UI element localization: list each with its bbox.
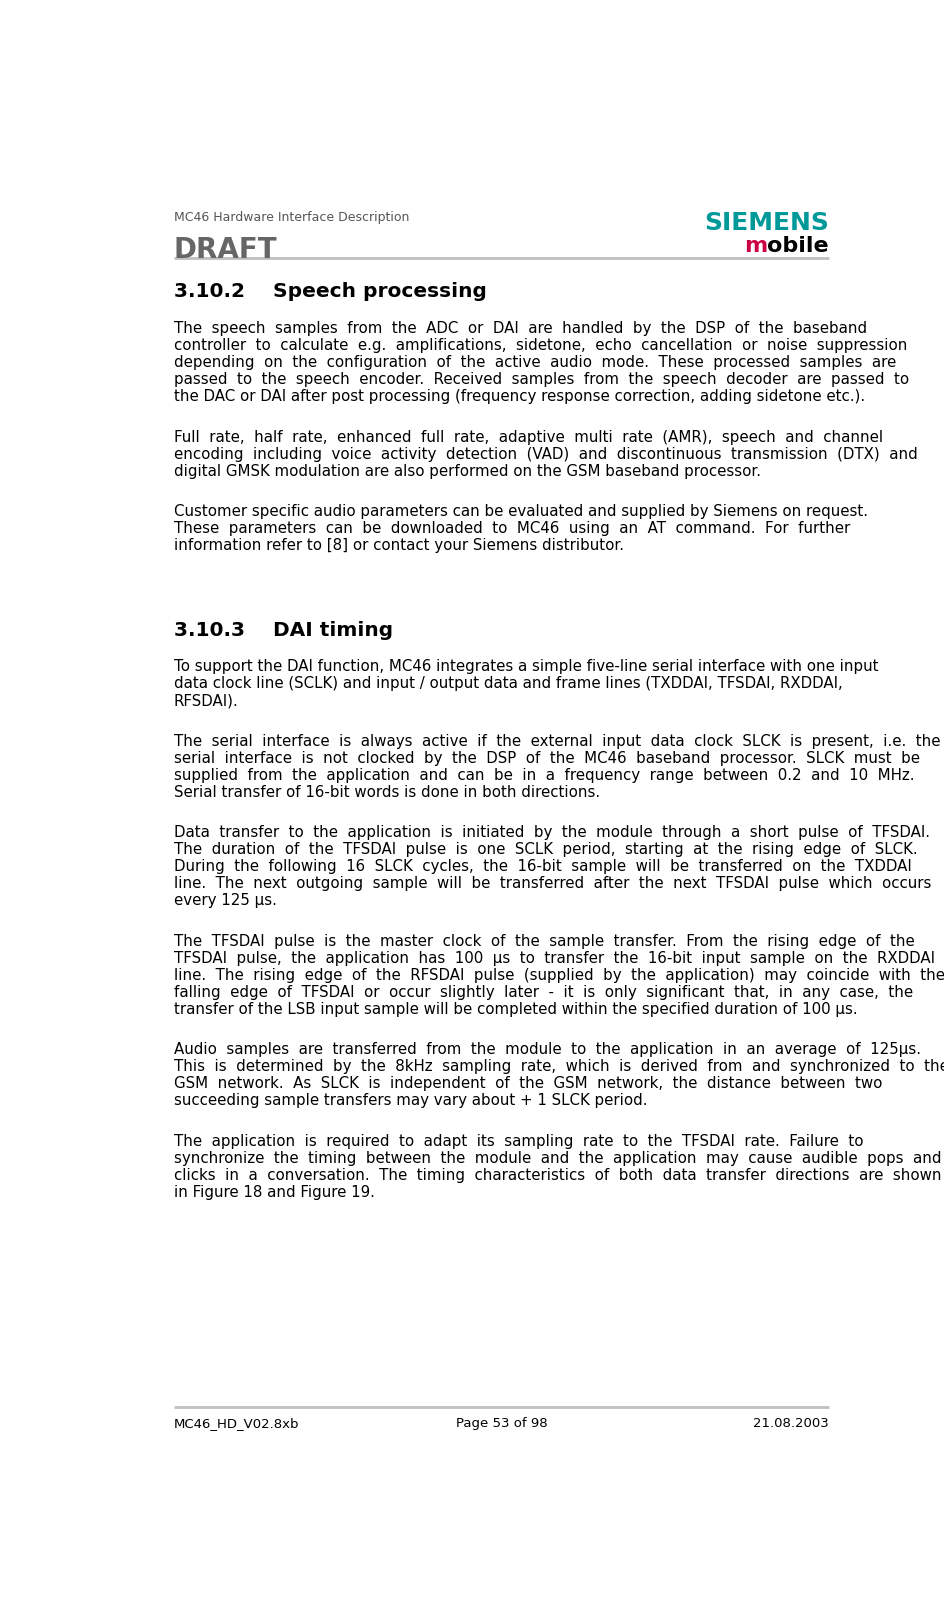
Text: in Figure 18 and Figure 19.: in Figure 18 and Figure 19. (174, 1185, 375, 1201)
Text: succeeding sample transfers may vary about + 1 SLCK period.: succeeding sample transfers may vary abo… (174, 1094, 647, 1109)
Text: depending  on  the  configuration  of  the  active  audio  mode.  These  process: depending on the configuration of the ac… (174, 356, 895, 370)
Text: clicks  in  a  conversation.  The  timing  characteristics  of  both  data  tran: clicks in a conversation. The timing cha… (174, 1168, 940, 1183)
Text: serial  interface  is  not  clocked  by  the  DSP  of  the  MC46  baseband  proc: serial interface is not clocked by the D… (174, 750, 919, 766)
Text: During  the  following  16  SLCK  cycles,  the  16-bit  sample  will  be  transf: During the following 16 SLCK cycles, the… (174, 860, 911, 874)
Text: Data  transfer  to  the  application  is  initiated  by  the  module  through  a: Data transfer to the application is init… (174, 826, 929, 840)
Text: These  parameters  can  be  downloaded  to  MC46  using  an  AT  command.  For  : These parameters can be downloaded to MC… (174, 520, 850, 537)
Text: data clock line (SCLK) and input / output data and frame lines (TXDDAI, TFSDAI, : data clock line (SCLK) and input / outpu… (174, 675, 842, 692)
Text: The  speech  samples  from  the  ADC  or  DAI  are  handled  by  the  DSP  of  t: The speech samples from the ADC or DAI a… (174, 322, 867, 336)
Text: encoding  including  voice  activity  detection  (VAD)  and  discontinuous  tran: encoding including voice activity detect… (174, 446, 917, 462)
Text: falling  edge  of  TFSDAI  or  occur  slightly  later  -  it  is  only  signific: falling edge of TFSDAI or occur slightly… (174, 984, 912, 1000)
Text: m: m (743, 236, 767, 257)
Text: controller  to  calculate  e.g.  amplifications,  sidetone,  echo  cancellation : controller to calculate e.g. amplificati… (174, 338, 906, 352)
Text: 3.10.2    Speech processing: 3.10.2 Speech processing (174, 283, 486, 302)
Text: synchronize  the  timing  between  the  module  and  the  application  may  caus: synchronize the timing between the modul… (174, 1151, 940, 1165)
Text: DRAFT: DRAFT (174, 236, 278, 265)
Text: The  TFSDAI  pulse  is  the  master  clock  of  the  sample  transfer.  From  th: The TFSDAI pulse is the master clock of … (174, 934, 914, 949)
Text: Customer specific audio parameters can be evaluated and supplied by Siemens on r: Customer specific audio parameters can b… (174, 504, 867, 519)
Text: digital GMSK modulation are also performed on the GSM baseband processor.: digital GMSK modulation are also perform… (174, 464, 760, 478)
Text: supplied  from  the  application  and  can  be  in  a  frequency  range  between: supplied from the application and can be… (174, 768, 914, 782)
Text: the DAC or DAI after post processing (frequency response correction, adding side: the DAC or DAI after post processing (fr… (174, 389, 864, 404)
Text: transfer of the LSB input sample will be completed within the specified duration: transfer of the LSB input sample will be… (174, 1002, 856, 1016)
Text: The  serial  interface  is  always  active  if  the  external  input  data  cloc: The serial interface is always active if… (174, 734, 939, 748)
Text: line.  The  rising  edge  of  the  RFSDAI  pulse  (supplied  by  the  applicatio: line. The rising edge of the RFSDAI puls… (174, 968, 944, 983)
Text: RFSDAI).: RFSDAI). (174, 693, 239, 708)
Text: Audio  samples  are  transferred  from  the  module  to  the  application  in  a: Audio samples are transferred from the m… (174, 1042, 920, 1057)
Text: Full  rate,  half  rate,  enhanced  full  rate,  adaptive  multi  rate  (AMR),  : Full rate, half rate, enhanced full rate… (174, 430, 882, 444)
Text: To support the DAI function, MC46 integrates a simple five-line serial interface: To support the DAI function, MC46 integr… (174, 659, 878, 674)
Text: passed  to  the  speech  encoder.  Received  samples  from  the  speech  decoder: passed to the speech encoder. Received s… (174, 372, 908, 388)
Text: GSM  network.  As  SLCK  is  independent  of  the  GSM  network,  the  distance : GSM network. As SLCK is independent of t… (174, 1076, 882, 1091)
Text: Serial transfer of 16-bit words is done in both directions.: Serial transfer of 16-bit words is done … (174, 785, 599, 800)
Text: MC46_HD_V02.8xb: MC46_HD_V02.8xb (174, 1417, 299, 1430)
Text: The  application  is  required  to  adapt  its  sampling  rate  to  the  TFSDAI : The application is required to adapt its… (174, 1134, 863, 1149)
Text: 21.08.2003: 21.08.2003 (752, 1417, 828, 1430)
Text: 3.10.3    DAI timing: 3.10.3 DAI timing (174, 621, 393, 640)
Text: MC46 Hardware Interface Description: MC46 Hardware Interface Description (174, 210, 409, 225)
Text: TFSDAI  pulse,  the  application  has  100  µs  to  transfer  the  16-bit  input: TFSDAI pulse, the application has 100 µs… (174, 950, 934, 966)
Text: SIEMENS: SIEMENS (703, 210, 828, 234)
Text: obile: obile (767, 236, 828, 257)
Text: This  is  determined  by  the  8kHz  sampling  rate,  which  is  derived  from  : This is determined by the 8kHz sampling … (174, 1058, 944, 1075)
Text: every 125 µs.: every 125 µs. (174, 894, 277, 908)
Text: Page 53 of 98: Page 53 of 98 (455, 1417, 547, 1430)
Text: line.  The  next  outgoing  sample  will  be  transferred  after  the  next  TFS: line. The next outgoing sample will be t… (174, 876, 931, 892)
Text: The  duration  of  the  TFSDAI  pulse  is  one  SCLK  period,  starting  at  the: The duration of the TFSDAI pulse is one … (174, 842, 917, 856)
Text: information refer to [8] or contact your Siemens distributor.: information refer to [8] or contact your… (174, 538, 623, 553)
